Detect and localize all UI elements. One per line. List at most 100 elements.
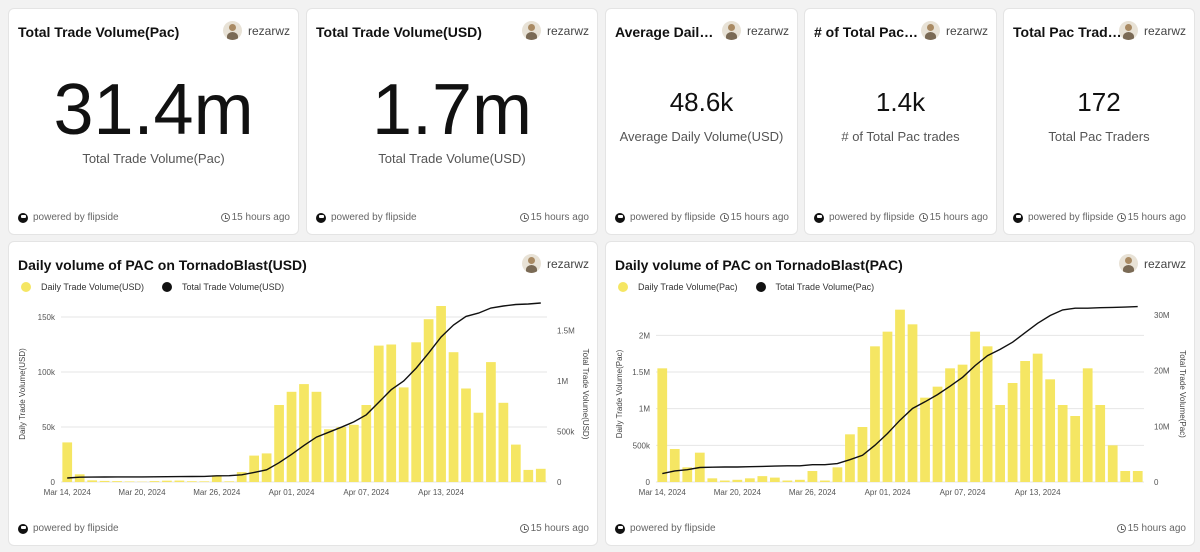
updated-text: 15 hours ago [730,212,789,223]
bar [448,352,459,482]
series-line [67,302,541,479]
clock-icon [719,213,729,222]
bar [732,479,743,482]
avatar [222,21,242,40]
author-link[interactable]: rezarwz [222,21,290,40]
y2-tick-label: 1M [557,377,568,386]
x-tick-label: Mar 14, 2024 [44,488,92,497]
y2-tick-label: 20M [1154,367,1170,376]
author-link[interactable]: rezarwz [721,21,789,40]
kpi-card-trade-volume-usd: Total Trade Volume(USD) rezarwz 1.7m Tot… [306,8,598,235]
y-tick-label: 0 [51,478,56,487]
powered-by-link[interactable]: powered by flipside [615,523,716,534]
updated-text: 15 hours ago [231,212,290,223]
powered-by-link[interactable]: powered by flipside [18,212,119,223]
legend-dot-line [162,282,173,292]
updated-time: 15 hours ago [918,212,988,223]
legend-label: Daily Trade Volume(USD) [41,282,145,292]
x-tick-label: Apr 07, 2024 [940,488,986,497]
card-title[interactable]: # of Total Pac trades [814,24,918,40]
legend-item-bar[interactable]: Daily Trade Volume(USD) [21,282,144,292]
bar [657,368,668,482]
bar [820,480,830,482]
bar [1057,405,1068,482]
kpi-label: Total Pac Traders [1048,129,1150,144]
bar [995,405,1005,482]
legend-item-line[interactable]: Total Trade Volume(Pac) [755,282,874,292]
bar [682,467,693,482]
author-name: rezarwz [746,23,789,38]
bar [299,384,309,482]
powered-by-link[interactable]: powered by flipside [615,212,716,223]
chart-pac[interactable]: 0 500k 1M 1.5M 2M 0 10M 20M 30M Daily Trade Volum… [606,242,1195,546]
x-tick-label: Mar 14, 2024 [639,488,687,497]
updated-time: 15 hours ago [519,523,589,534]
bar [1045,379,1056,482]
bar [461,388,471,482]
author-link[interactable]: rezarwz [521,21,589,40]
bar [87,480,98,482]
clock-icon [918,213,928,222]
legend-dot-line [755,282,766,292]
author-link[interactable]: rezarwz [1118,254,1186,273]
author-link[interactable]: rezarwz [920,21,988,40]
card-title[interactable]: Average Daily Volume(USD) [615,24,719,40]
clock-icon [519,524,529,533]
updated-time: 15 hours ago [719,212,789,223]
author-link[interactable]: rezarwz [521,254,589,273]
bar [757,476,768,482]
powered-by-link[interactable]: powered by flipside [18,523,119,534]
powered-by-link[interactable]: powered by flipside [1013,212,1114,223]
chart-usd[interactable]: 0 50k 100k 150k 0 500k 1M 1.5M Daily Trade Volum… [9,242,598,546]
kpi-value: 1.4k [875,87,926,117]
x-tick-label: Mar 20, 2024 [714,488,762,497]
bar [1032,353,1043,482]
legend-item-line[interactable]: Total Trade Volume(USD) [162,282,284,292]
avatar [920,21,940,40]
legend-item-bar[interactable]: Daily Trade Volume(Pac) [618,282,738,292]
clock-icon [1116,213,1126,222]
bar [186,481,197,482]
bar [373,345,384,482]
card-title[interactable]: Total Trade Volume(Pac) [18,24,180,40]
bar [286,391,297,482]
author-name: rezarwz [247,23,290,38]
bar [795,479,805,482]
kpi-card-total-pac-traders: Total Pac Traders rezarwz 172 Total Pac … [1003,8,1195,235]
powered-by-link[interactable]: powered by flipside [814,212,915,223]
x-tick-label: Mar 26, 2024 [193,488,241,497]
author-name: rezarwz [546,256,589,271]
updated-time: 15 hours ago [1116,212,1186,223]
bar [1020,361,1031,482]
author-name: rezarwz [1143,256,1186,271]
powered-by-link[interactable]: powered by flipside [316,212,417,223]
bar [882,331,893,482]
bar [436,306,446,482]
bar [744,478,755,482]
y-tick-label: 1.5M [632,368,650,377]
bar [1132,471,1143,482]
flipside-icon [316,212,326,223]
bar [486,362,496,482]
bar [870,346,880,482]
author-link[interactable]: rezarwz [1118,21,1186,40]
powered-by-text: powered by flipside [1028,212,1114,223]
bar [74,474,85,482]
author-name: rezarwz [1143,23,1186,38]
bar [124,481,135,482]
y-tick-label: 100k [38,368,56,377]
clock-icon [1116,524,1126,533]
avatar [721,21,741,40]
updated-text: 15 hours ago [1127,212,1186,223]
card-title[interactable]: Total Trade Volume(USD) [316,24,482,40]
x-tick-label: Mar 26, 2024 [789,488,837,497]
kpi-value: 172 [1077,87,1121,117]
legend-dot-bar [21,282,31,292]
bar [274,405,284,482]
y-tick-label: 500k [633,441,651,450]
bar [957,364,968,482]
series-line [662,305,1138,475]
powered-by-text: powered by flipside [630,212,716,223]
flipside-icon [814,212,824,223]
card-title[interactable]: Total Pac Traders [1013,24,1123,40]
